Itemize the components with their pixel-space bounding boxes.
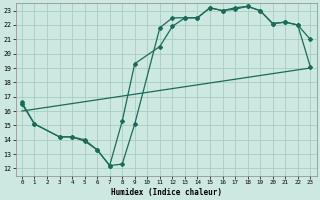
X-axis label: Humidex (Indice chaleur): Humidex (Indice chaleur) [111,188,221,197]
